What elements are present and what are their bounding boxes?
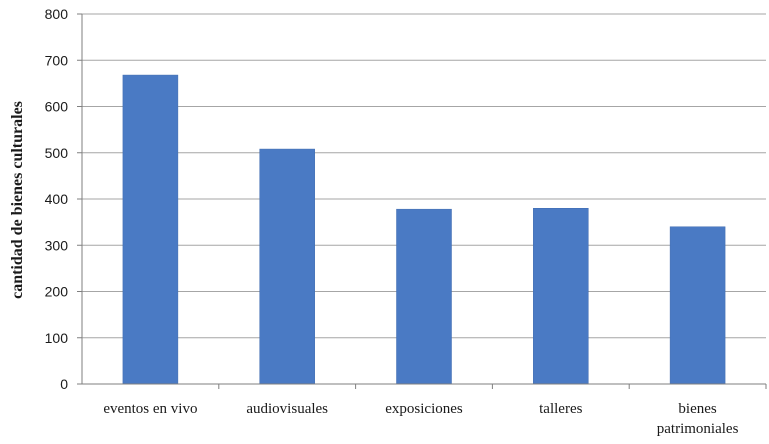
x-tick-label: eventos en vivo: [103, 401, 197, 417]
x-tick-label: bienes: [678, 401, 716, 417]
bars: [122, 74, 726, 385]
bar: [669, 226, 726, 385]
x-tick-label: patrimoniales: [657, 421, 739, 437]
bar: [533, 208, 589, 385]
y-tick-labels: 0 100 200 300 400 500 600 700 800: [45, 6, 69, 392]
x-tick-label: talleres: [539, 401, 582, 417]
bar: [396, 208, 452, 385]
x-tick-label: exposiciones: [385, 401, 463, 417]
x-tick-label: audiovisuales: [246, 401, 328, 417]
y-tick-label: 500: [45, 145, 69, 161]
y-tick-label: 200: [45, 284, 69, 300]
bar: [259, 148, 315, 385]
y-tick-label: 100: [45, 330, 69, 346]
y-tick-label: 300: [45, 237, 69, 253]
y-tick-label: 800: [45, 6, 69, 22]
y-tick-label: 400: [45, 191, 69, 207]
y-tick-label: 600: [45, 99, 69, 115]
x-tick-labels: eventos en vivo audiovisuales exposiciones…: [103, 401, 738, 437]
y-axis-title: cantidad de bienes culturales: [9, 101, 26, 299]
y-tick-label: 0: [60, 376, 68, 392]
y-tick-label: 700: [45, 52, 69, 68]
bar: [122, 74, 179, 385]
axes: [77, 13, 767, 389]
